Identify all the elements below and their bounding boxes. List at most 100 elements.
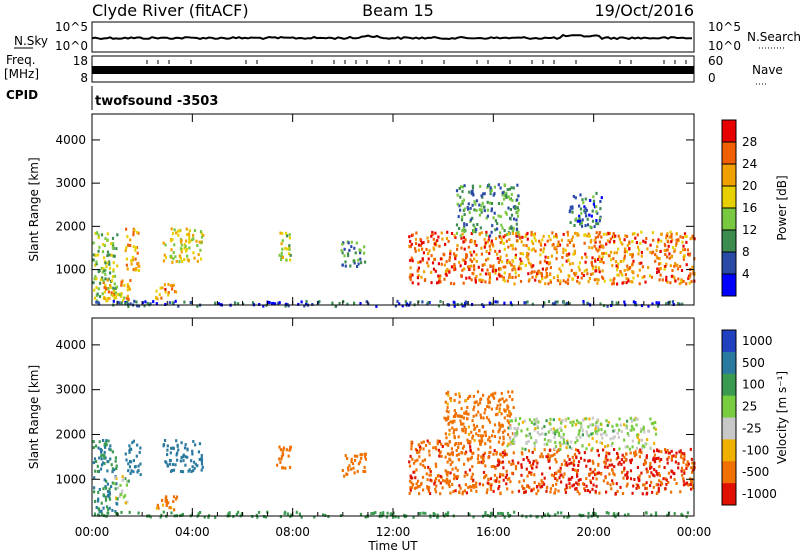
echo-cell [492, 489, 495, 493]
echo-cell [569, 420, 572, 424]
echo-cell [634, 236, 637, 240]
echo-cell [649, 464, 652, 468]
echo-cell [156, 297, 159, 301]
echo-cell [447, 415, 450, 419]
echo-cell [594, 489, 597, 493]
echo-cell [591, 256, 594, 260]
echo-cell [521, 261, 524, 265]
echo-cell [455, 231, 459, 235]
echo-cell [541, 432, 544, 436]
echo-cell [571, 262, 574, 265]
echo-cell [454, 236, 457, 239]
echo-cell [471, 419, 474, 423]
echo-cell [650, 275, 654, 279]
echo-cell [639, 448, 642, 452]
echo-cell [548, 439, 552, 442]
echo-cell [597, 471, 600, 475]
echo-cell [503, 416, 506, 420]
echo-cell [557, 431, 560, 435]
echo-cell [432, 246, 435, 250]
echo-cell [460, 422, 463, 426]
echo-cell [422, 511, 425, 515]
echo-cell [510, 440, 514, 444]
echo-cell [505, 191, 508, 195]
echo-cell [690, 466, 693, 470]
echo-cell [409, 474, 412, 478]
echo-cell [104, 237, 107, 241]
echo-cell [120, 301, 123, 305]
echo-cell [540, 479, 543, 483]
echo-cell [436, 442, 439, 446]
echo-cell [497, 183, 500, 187]
echo-cell [558, 434, 561, 438]
echo-cell [277, 301, 280, 305]
echo-cell [565, 461, 568, 465]
echo-cell [341, 469, 344, 472]
echo-cell [106, 254, 109, 258]
echo-cell [541, 277, 544, 281]
echo-cell [132, 231, 135, 235]
echo-cell [534, 427, 537, 430]
echo-cell [523, 487, 526, 491]
echo-cell [509, 226, 512, 230]
echo-cell [554, 477, 557, 481]
echo-cell [536, 424, 539, 428]
echo-cell [554, 246, 557, 250]
nave-right-tick-top: 60 [708, 54, 723, 68]
echo-cell [174, 255, 177, 259]
echo-cell [480, 194, 483, 198]
echo-cell [680, 469, 683, 473]
echo-cell [501, 431, 505, 434]
echo-cell [552, 276, 556, 280]
echo-cell [490, 483, 493, 487]
echo-cell [415, 449, 419, 453]
echo-cell [286, 247, 289, 251]
colorbar-tick-label: 24 [742, 157, 757, 171]
echo-cell [533, 236, 536, 240]
echo-cell [451, 453, 454, 457]
echo-cell [612, 429, 615, 433]
echo-cell [558, 417, 561, 421]
echo-cell [602, 261, 605, 265]
echo-cell [409, 454, 412, 458]
echo-cell [587, 425, 590, 429]
echo-cell [508, 261, 511, 265]
echo-cell [625, 277, 628, 281]
echo-cell [591, 447, 594, 451]
echo-cell [465, 412, 468, 416]
echo-cell [459, 486, 462, 490]
echo-cell [589, 240, 592, 244]
echo-cell [133, 268, 136, 272]
echo-region [113, 475, 130, 505]
echo-cell [520, 429, 523, 433]
echo-cell [586, 433, 589, 437]
echo-cell [447, 239, 450, 243]
echo-cell [201, 465, 204, 469]
echo-cell [669, 475, 672, 479]
echo-cell [480, 434, 483, 438]
echo-cell [563, 459, 566, 463]
echo-cell [472, 423, 475, 427]
y-tick-label: 3000 [55, 176, 86, 190]
echo-cell [421, 475, 425, 479]
echo-cell [674, 455, 677, 459]
echo-cell [616, 512, 619, 516]
echo-cell [666, 248, 669, 252]
echo-cell [440, 262, 443, 266]
echo-cell [556, 478, 559, 482]
echo-cell [562, 279, 565, 283]
echo-cell [583, 269, 586, 273]
echo-cell [463, 213, 466, 216]
echo-cell [529, 262, 532, 266]
echo-cell [429, 473, 432, 477]
echo-cell [625, 472, 629, 476]
echo-cell [641, 492, 644, 496]
echo-cell [281, 231, 284, 235]
echo-cell [452, 431, 455, 435]
echo-cell [428, 453, 431, 457]
echo-cell [447, 511, 450, 515]
echo-cell [126, 267, 129, 271]
echo-cell [92, 253, 95, 257]
echo-cell [408, 235, 411, 239]
echo-cell [159, 515, 162, 519]
